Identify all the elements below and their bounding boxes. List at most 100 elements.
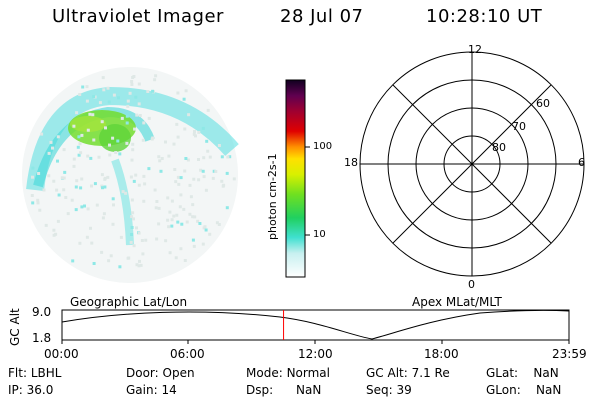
noise-pixel xyxy=(175,122,179,126)
noise-pixel xyxy=(141,138,145,142)
noise-pixel xyxy=(185,220,189,224)
noise-pixel xyxy=(228,155,232,159)
polar-label-70: 70 xyxy=(512,120,526,133)
noise-pixel xyxy=(63,170,67,174)
info-flt-key: Flt: xyxy=(8,366,27,380)
noise-pixel xyxy=(85,85,89,89)
noise-pixel xyxy=(193,130,196,133)
noise-pixel xyxy=(151,136,155,140)
noise-pixel xyxy=(131,76,135,79)
info-gain-key: Gain: xyxy=(126,383,158,397)
info-mode: Mode: Normal xyxy=(246,366,330,380)
noise-pixel xyxy=(214,170,218,173)
aurora-oval-upper xyxy=(26,86,239,192)
info-glat-value: NaN xyxy=(533,366,559,380)
app-title: Ultraviolet Imager xyxy=(52,6,224,27)
noise-pixel xyxy=(92,262,96,265)
noise-pixel xyxy=(188,183,192,187)
noise-pixel xyxy=(130,198,134,202)
polar-label-18: 18 xyxy=(344,156,358,169)
info-dsp-value: NaN xyxy=(296,383,322,397)
noise-pixel xyxy=(106,175,110,179)
noise-pixel xyxy=(191,203,195,207)
altitude-curve xyxy=(61,309,570,340)
noise-pixel xyxy=(164,239,168,243)
noise-pixel xyxy=(191,238,195,242)
noise-pixel xyxy=(80,205,84,209)
noise-pixel xyxy=(78,93,82,96)
noise-pixel xyxy=(197,178,201,182)
noise-pixel xyxy=(208,232,212,236)
noise-pixel xyxy=(186,158,190,162)
noise-pixel xyxy=(188,212,192,216)
noise-pixel xyxy=(184,89,188,93)
noise-pixel xyxy=(170,218,174,222)
colorbar xyxy=(285,79,310,278)
noise-pixel xyxy=(98,101,102,105)
noise-pixel xyxy=(89,226,92,230)
noise-pixel xyxy=(107,259,111,263)
noise-pixel xyxy=(143,182,147,186)
colorbar-scale xyxy=(285,79,306,278)
noise-pixel xyxy=(198,222,202,225)
noise-pixel xyxy=(77,153,81,157)
polar-diagonal-2 xyxy=(392,84,552,244)
noise-pixel xyxy=(57,193,61,197)
info-flt-value: LBHL xyxy=(30,366,62,380)
noise-pixel xyxy=(81,85,85,89)
noise-pixel xyxy=(125,121,129,125)
noise-pixel xyxy=(192,177,196,181)
noise-pixel xyxy=(160,157,164,160)
noise-pixel xyxy=(178,205,182,209)
polar-plot xyxy=(359,51,585,277)
noise-pixel xyxy=(101,186,104,190)
noise-pixel xyxy=(72,124,76,128)
noise-pixel xyxy=(204,228,208,232)
noise-pixel xyxy=(138,114,142,117)
noise-pixel xyxy=(120,116,124,120)
noise-pixel xyxy=(170,224,174,228)
noise-pixel xyxy=(189,195,193,199)
noise-pixel xyxy=(176,135,180,139)
polar-label-12: 12 xyxy=(468,43,482,56)
noise-pixel xyxy=(174,256,178,260)
noise-pixel xyxy=(176,175,180,179)
noise-pixel xyxy=(101,216,105,220)
info-dsp-key: Dsp: xyxy=(246,383,274,397)
noise-pixel xyxy=(147,116,151,120)
polar-label-80: 80 xyxy=(492,141,506,154)
noise-pixel xyxy=(40,132,44,136)
noise-pixel xyxy=(75,111,79,115)
track-x-tick-0: 00:00 xyxy=(44,347,79,361)
noise-pixel xyxy=(137,231,141,235)
noise-pixel xyxy=(141,252,145,256)
noise-pixel xyxy=(31,166,35,170)
track-y-tick-high: 9.0 xyxy=(32,305,52,319)
noise-pixel xyxy=(72,157,76,161)
track-left-label: Geographic Lat/Lon xyxy=(70,295,188,309)
noise-pixel xyxy=(83,204,86,208)
track-y-axis-label: GC Alt xyxy=(8,308,22,346)
noise-pixel xyxy=(130,226,134,229)
noise-pixel xyxy=(47,151,51,155)
noise-pixel xyxy=(129,240,133,244)
noise-pixel xyxy=(44,223,48,227)
noise-pixel xyxy=(197,158,200,161)
noise-pixel xyxy=(222,183,226,187)
noise-pixel xyxy=(177,182,181,186)
noise-pixel xyxy=(173,168,177,171)
info-gc-alt-value: 7.1 Re xyxy=(411,366,450,380)
noise-pixel xyxy=(201,169,205,173)
noise-pixel xyxy=(111,222,115,226)
image-noise xyxy=(30,74,236,269)
noise-pixel xyxy=(118,152,122,156)
noise-pixel xyxy=(49,140,53,144)
info-glon-value: NaN xyxy=(536,383,562,397)
noise-pixel xyxy=(128,91,132,95)
noise-pixel xyxy=(142,174,146,178)
noise-pixel xyxy=(56,135,60,139)
noise-pixel xyxy=(80,133,84,137)
track-x-tick-2: 12:00 xyxy=(298,347,333,361)
noise-pixel xyxy=(126,104,130,108)
noise-pixel xyxy=(112,203,115,207)
